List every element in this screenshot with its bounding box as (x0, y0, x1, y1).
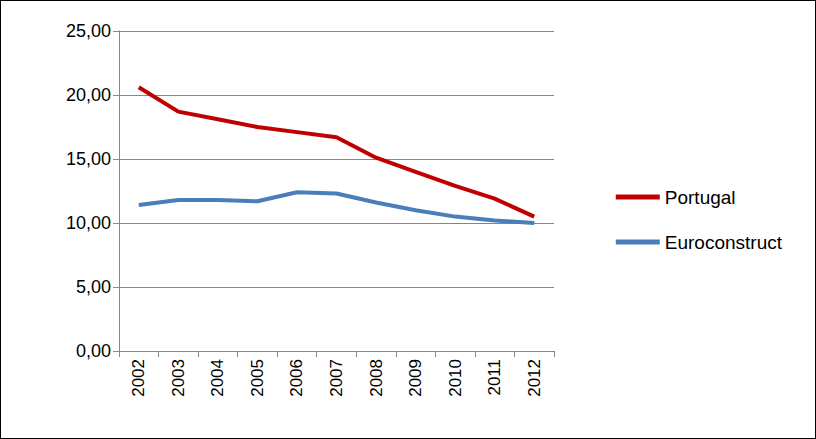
svg-text:2008: 2008 (367, 359, 386, 397)
svg-text:Euroconstruct: Euroconstruct (665, 232, 783, 253)
svg-text:10,00: 10,00 (66, 213, 111, 233)
svg-text:2004: 2004 (208, 359, 227, 397)
svg-text:2005: 2005 (248, 359, 267, 397)
svg-text:15,00: 15,00 (66, 149, 111, 169)
svg-text:2003: 2003 (169, 359, 188, 397)
svg-text:2010: 2010 (446, 359, 465, 397)
svg-text:0,00: 0,00 (76, 341, 111, 361)
svg-text:2007: 2007 (327, 359, 346, 397)
svg-text:2012: 2012 (525, 359, 544, 397)
svg-text:2009: 2009 (406, 359, 425, 397)
svg-text:5,00: 5,00 (76, 277, 111, 297)
svg-text:Portugal: Portugal (665, 187, 736, 208)
svg-text:2006: 2006 (287, 359, 306, 397)
svg-text:2011: 2011 (485, 359, 504, 396)
svg-text:20,00: 20,00 (66, 85, 111, 105)
svg-text:2002: 2002 (129, 359, 148, 397)
svg-text:25,00: 25,00 (66, 21, 111, 41)
